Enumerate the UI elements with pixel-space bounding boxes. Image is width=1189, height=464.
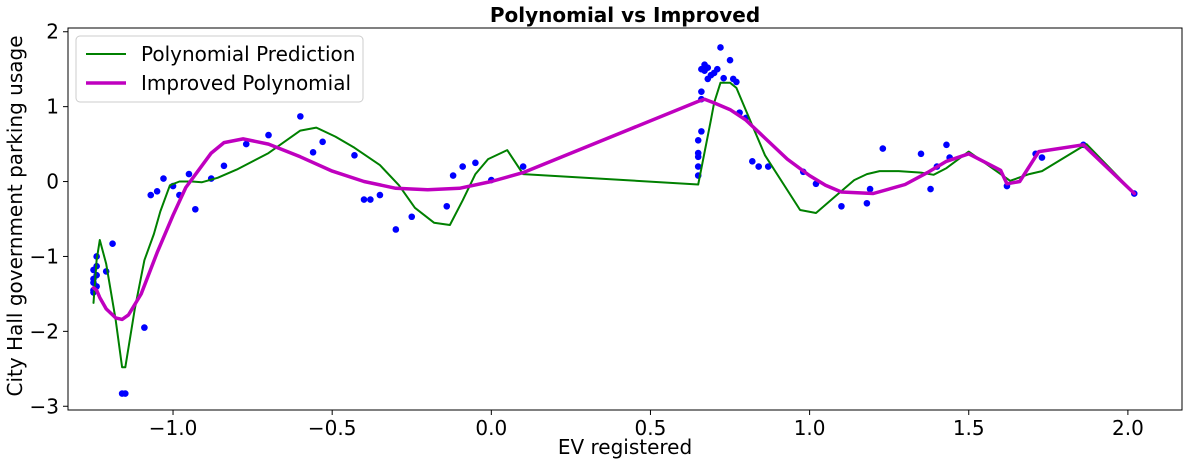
scatter-point [121, 390, 129, 397]
scatter-point [704, 64, 712, 71]
y-tick-label: −3 [30, 394, 59, 418]
x-axis-label: EV registered [558, 435, 692, 459]
scatter-point [698, 128, 705, 135]
scatter-point [141, 324, 148, 331]
scatter-point [726, 56, 734, 64]
scatter-point [153, 187, 161, 195]
scatter-point [755, 163, 762, 170]
scatter-point [376, 191, 384, 199]
scatter-point [147, 191, 155, 199]
scatter-point [720, 74, 727, 82]
legend-label-polynomial: Polynomial Prediction [141, 42, 355, 66]
scatter-point [367, 196, 374, 203]
scatter-point [694, 163, 702, 170]
scatter-point [717, 44, 724, 51]
y-axis: −3 −2 −1 0 1 2 [30, 20, 68, 418]
scatter-point [109, 240, 116, 248]
scatter-point [1038, 154, 1046, 161]
y-tick-label: 1 [46, 95, 59, 119]
scatter-point [863, 199, 871, 207]
x-tick-label: −1.0 [149, 416, 198, 440]
series-line-improved [91, 97, 1137, 322]
scatter-point [265, 131, 272, 139]
scatter-point [408, 213, 416, 221]
scatter-point [694, 137, 702, 144]
series-line-polynomial [92, 81, 1136, 369]
x-tick-label: 1.0 [794, 416, 826, 440]
y-tick-label: −1 [30, 244, 59, 268]
scatter-point [351, 152, 358, 159]
scatter-point [443, 202, 451, 210]
scatter-point [220, 162, 228, 170]
legend-box [75, 35, 364, 103]
scatter-point [459, 163, 466, 170]
scatter-point [192, 205, 199, 213]
chart-title: Polynomial vs Improved [490, 3, 760, 27]
scatter-point [764, 163, 772, 170]
scatter-point [917, 150, 925, 158]
plot-frame [67, 27, 1183, 411]
scatter-point [733, 78, 740, 86]
scatter-point [319, 138, 326, 146]
scatter-point [519, 163, 527, 170]
legend: Polynomial Prediction Improved Polynomia… [75, 35, 364, 103]
y-tick-label: 0 [46, 170, 59, 194]
x-axis: −1.0 −0.5 0.0 0.5 1.0 1.5 2.0 [149, 410, 1144, 440]
scatter-point [392, 226, 400, 233]
scatter-point [879, 145, 887, 152]
y-tick-label: −2 [30, 319, 59, 343]
scatter-point [160, 175, 167, 182]
scatter-point [360, 196, 368, 203]
scatter-point [449, 172, 457, 179]
legend-label-improved: Improved Polynomial [141, 71, 351, 95]
scatter-point [698, 88, 705, 95]
line-layer [91, 81, 1137, 369]
scatter-point [714, 65, 721, 73]
x-tick-label: 2.0 [1112, 416, 1144, 440]
scatter-point [309, 149, 317, 156]
scatter-point [866, 185, 874, 193]
x-tick-label: −0.5 [308, 416, 357, 440]
x-tick-label: 1.5 [953, 416, 985, 440]
x-tick-label: 0.0 [475, 416, 507, 440]
y-axis-label: City Hall government parking usage [3, 36, 27, 397]
scatter-point [185, 170, 193, 178]
scatter-point [943, 141, 950, 149]
scatter-point [749, 158, 756, 165]
y-tick-label: 2 [46, 20, 59, 44]
scatter-point [838, 202, 845, 210]
scatter-point [472, 159, 479, 167]
x-tick-label: 0.5 [635, 416, 667, 440]
scatter-point [242, 140, 250, 148]
scatter-point [927, 185, 934, 193]
scatter-point [297, 113, 304, 120]
scatter-point [694, 149, 702, 157]
